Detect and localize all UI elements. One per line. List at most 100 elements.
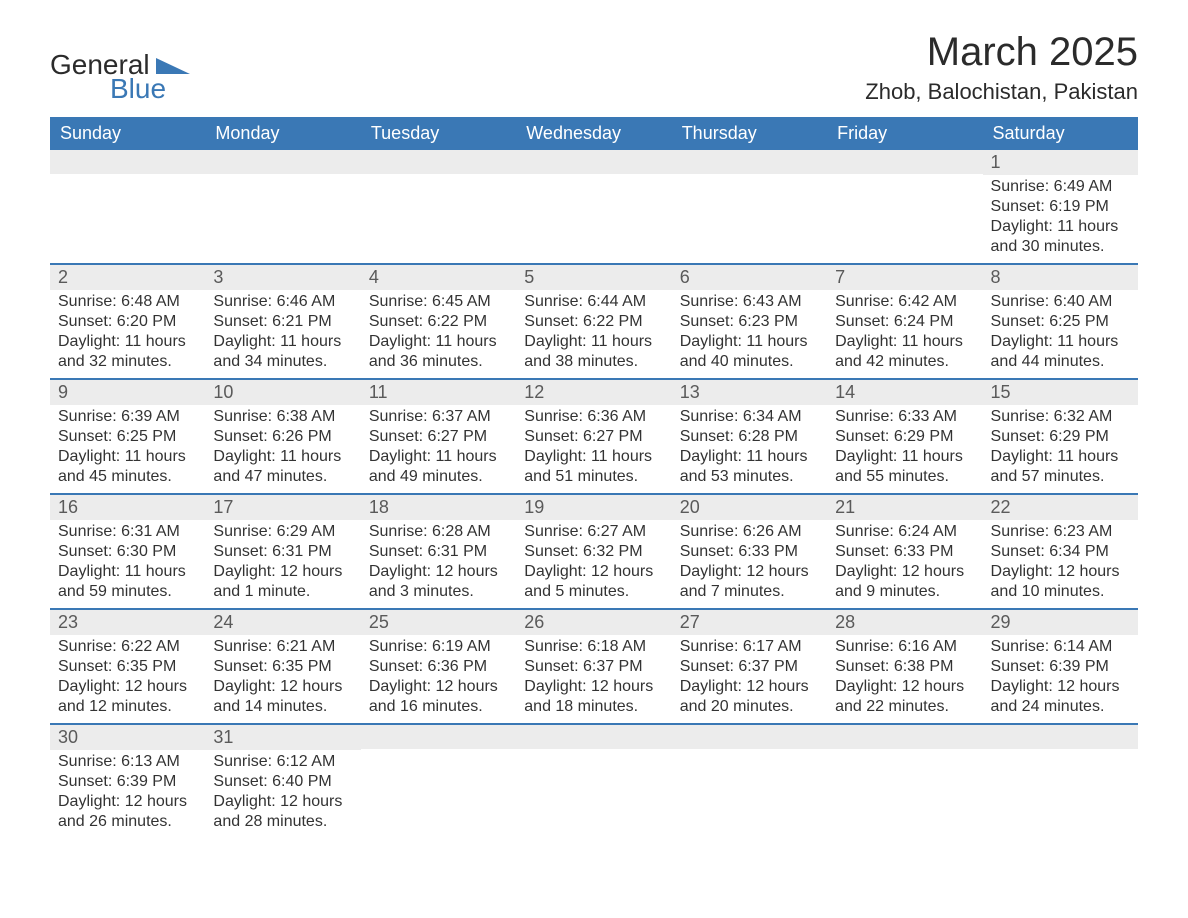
day-number: 31 [205,725,360,750]
sunrise-line: Sunrise: 6:44 AM [524,292,663,312]
sunrise-line: Sunrise: 6:16 AM [835,637,974,657]
calendar-day-cell: 16Sunrise: 6:31 AMSunset: 6:30 PMDayligh… [50,494,205,609]
calendar-day-cell: 13Sunrise: 6:34 AMSunset: 6:28 PMDayligh… [672,379,827,494]
calendar-day-cell: 26Sunrise: 6:18 AMSunset: 6:37 PMDayligh… [516,609,671,724]
sunset-line: Sunset: 6:37 PM [524,657,663,677]
daylight-line: Daylight: 11 hours and 44 minutes. [991,332,1130,372]
sunrise-line: Sunrise: 6:38 AM [213,407,352,427]
day-number [361,725,516,749]
calendar-day-cell: 29Sunrise: 6:14 AMSunset: 6:39 PMDayligh… [983,609,1138,724]
daylight-line: Daylight: 11 hours and 32 minutes. [58,332,197,372]
day-details [672,749,827,819]
day-number: 12 [516,380,671,405]
day-details: Sunrise: 6:46 AMSunset: 6:21 PMDaylight:… [205,290,360,378]
day-details: Sunrise: 6:19 AMSunset: 6:36 PMDaylight:… [361,635,516,723]
sunset-line: Sunset: 6:30 PM [58,542,197,562]
calendar-week-row: 1Sunrise: 6:49 AMSunset: 6:19 PMDaylight… [50,150,1138,264]
day-details: Sunrise: 6:24 AMSunset: 6:33 PMDaylight:… [827,520,982,608]
sunset-line: Sunset: 6:25 PM [58,427,197,447]
day-details: Sunrise: 6:42 AMSunset: 6:24 PMDaylight:… [827,290,982,378]
calendar-day-cell: 6Sunrise: 6:43 AMSunset: 6:23 PMDaylight… [672,264,827,379]
sunrise-line: Sunrise: 6:39 AM [58,407,197,427]
daylight-line: Daylight: 12 hours and 18 minutes. [524,677,663,717]
calendar-day-cell: 3Sunrise: 6:46 AMSunset: 6:21 PMDaylight… [205,264,360,379]
daylight-line: Daylight: 12 hours and 7 minutes. [680,562,819,602]
day-number: 19 [516,495,671,520]
sunset-line: Sunset: 6:20 PM [58,312,197,332]
day-number: 18 [361,495,516,520]
location-text: Zhob, Balochistan, Pakistan [865,79,1138,105]
day-details: Sunrise: 6:28 AMSunset: 6:31 PMDaylight:… [361,520,516,608]
daylight-line: Daylight: 11 hours and 34 minutes. [213,332,352,372]
sunrise-line: Sunrise: 6:46 AM [213,292,352,312]
day-details [50,174,205,244]
day-number: 11 [361,380,516,405]
daylight-line: Daylight: 12 hours and 14 minutes. [213,677,352,717]
daylight-line: Daylight: 11 hours and 42 minutes. [835,332,974,372]
daylight-line: Daylight: 12 hours and 5 minutes. [524,562,663,602]
calendar-day-cell: 30Sunrise: 6:13 AMSunset: 6:39 PMDayligh… [50,724,205,838]
daylight-line: Daylight: 12 hours and 10 minutes. [991,562,1130,602]
calendar-day-cell: 20Sunrise: 6:26 AMSunset: 6:33 PMDayligh… [672,494,827,609]
sunset-line: Sunset: 6:33 PM [835,542,974,562]
calendar-day-cell: 9Sunrise: 6:39 AMSunset: 6:25 PMDaylight… [50,379,205,494]
day-number: 5 [516,265,671,290]
weekday-header: Tuesday [361,117,516,150]
calendar-empty-cell [983,724,1138,838]
day-number: 17 [205,495,360,520]
day-number [205,150,360,174]
sunrise-line: Sunrise: 6:21 AM [213,637,352,657]
day-details: Sunrise: 6:22 AMSunset: 6:35 PMDaylight:… [50,635,205,723]
day-details: Sunrise: 6:12 AMSunset: 6:40 PMDaylight:… [205,750,360,838]
day-details: Sunrise: 6:40 AMSunset: 6:25 PMDaylight:… [983,290,1138,378]
daylight-line: Daylight: 12 hours and 26 minutes. [58,792,197,832]
page-header: General Blue March 2025 Zhob, Balochista… [50,30,1138,105]
calendar-day-cell: 22Sunrise: 6:23 AMSunset: 6:34 PMDayligh… [983,494,1138,609]
daylight-line: Daylight: 11 hours and 57 minutes. [991,447,1130,487]
calendar-week-row: 2Sunrise: 6:48 AMSunset: 6:20 PMDaylight… [50,264,1138,379]
calendar-day-cell: 28Sunrise: 6:16 AMSunset: 6:38 PMDayligh… [827,609,982,724]
day-details: Sunrise: 6:27 AMSunset: 6:32 PMDaylight:… [516,520,671,608]
day-number [672,150,827,174]
calendar-day-cell: 23Sunrise: 6:22 AMSunset: 6:35 PMDayligh… [50,609,205,724]
calendar-empty-cell [827,150,982,264]
day-details: Sunrise: 6:33 AMSunset: 6:29 PMDaylight:… [827,405,982,493]
day-details: Sunrise: 6:45 AMSunset: 6:22 PMDaylight:… [361,290,516,378]
sunset-line: Sunset: 6:35 PM [58,657,197,677]
sunrise-line: Sunrise: 6:18 AM [524,637,663,657]
day-number [516,150,671,174]
daylight-line: Daylight: 11 hours and 55 minutes. [835,447,974,487]
day-number: 8 [983,265,1138,290]
daylight-line: Daylight: 11 hours and 30 minutes. [991,217,1130,257]
sunrise-line: Sunrise: 6:29 AM [213,522,352,542]
sunrise-line: Sunrise: 6:49 AM [991,177,1130,197]
calendar-empty-cell [672,150,827,264]
sunrise-line: Sunrise: 6:32 AM [991,407,1130,427]
day-number: 30 [50,725,205,750]
calendar-day-cell: 15Sunrise: 6:32 AMSunset: 6:29 PMDayligh… [983,379,1138,494]
calendar-day-cell: 19Sunrise: 6:27 AMSunset: 6:32 PMDayligh… [516,494,671,609]
sunset-line: Sunset: 6:28 PM [680,427,819,447]
day-number [672,725,827,749]
calendar-day-cell: 10Sunrise: 6:38 AMSunset: 6:26 PMDayligh… [205,379,360,494]
calendar-body: 1Sunrise: 6:49 AMSunset: 6:19 PMDaylight… [50,150,1138,838]
day-details [516,174,671,244]
sunset-line: Sunset: 6:24 PM [835,312,974,332]
month-title: March 2025 [865,30,1138,75]
sunset-line: Sunset: 6:40 PM [213,772,352,792]
calendar-empty-cell [672,724,827,838]
day-details [361,174,516,244]
sunrise-line: Sunrise: 6:31 AM [58,522,197,542]
sunset-line: Sunset: 6:36 PM [369,657,508,677]
calendar-day-cell: 18Sunrise: 6:28 AMSunset: 6:31 PMDayligh… [361,494,516,609]
sunrise-line: Sunrise: 6:24 AM [835,522,974,542]
sunrise-line: Sunrise: 6:43 AM [680,292,819,312]
calendar-empty-cell [205,150,360,264]
sunset-line: Sunset: 6:39 PM [991,657,1130,677]
sunset-line: Sunset: 6:33 PM [680,542,819,562]
sunset-line: Sunset: 6:22 PM [524,312,663,332]
sunset-line: Sunset: 6:35 PM [213,657,352,677]
day-number: 6 [672,265,827,290]
day-number [827,725,982,749]
sunset-line: Sunset: 6:29 PM [835,427,974,447]
